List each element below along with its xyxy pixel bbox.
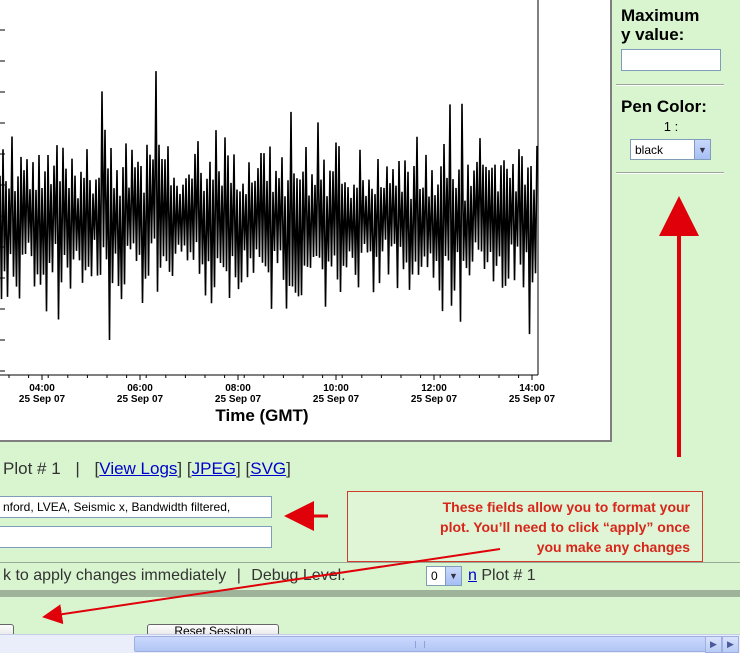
x-tick-date: 25 Sep 07 [411, 394, 458, 405]
x-axis-label: Time (GMT) [215, 406, 308, 425]
x-tick-date: 25 Sep 07 [509, 394, 556, 405]
view-logs-link[interactable]: View Logs [99, 459, 178, 478]
max-y-input[interactable] [621, 49, 721, 71]
svg-link[interactable]: SVG [250, 459, 287, 478]
x-tick-date: 25 Sep 07 [215, 394, 262, 405]
debug-level-select[interactable]: 0 ▼ [426, 566, 462, 586]
pen-color-select[interactable]: black ▼ [630, 139, 711, 160]
divider [616, 172, 724, 174]
series-line [0, 71, 538, 341]
pen-color-label: Pen Color: [621, 97, 707, 116]
plot-toolbar: Plot # 1 | [View Logs] [JPEG] [SVG] [3, 459, 291, 478]
scroll-right-icon[interactable]: ▶ [705, 636, 722, 653]
pen-color-value: black [635, 142, 664, 157]
x-tick-date: 25 Sep 07 [19, 394, 66, 405]
scrollbar-thumb[interactable] [134, 636, 706, 652]
plot-subtitle-input[interactable] [0, 526, 272, 548]
grip-icon [415, 641, 425, 648]
jpeg-link[interactable]: JPEG [191, 459, 237, 478]
format-side-panel: Maximum y value: Pen Color: 1 : black ▼ [612, 0, 740, 443]
n-link[interactable]: n [468, 567, 477, 584]
x-tick-label: 04:00 [29, 383, 55, 394]
debug-level-value: 0 [431, 569, 438, 583]
chevron-down-icon[interactable]: ▼ [694, 140, 710, 159]
apply-status-text: k to apply changes immediately | Debug L… [3, 567, 346, 584]
max-y-label: Maximum y value: [621, 6, 700, 44]
x-tick-label: 10:00 [323, 383, 349, 394]
series-trace [0, 71, 538, 341]
plot-title-input[interactable] [0, 496, 272, 518]
y-axis-ticks [0, 29, 5, 372]
plot-frame: 04:00 25 Sep 07 06:00 25 Sep 07 08:00 25 Sep … [0, 0, 612, 442]
debug-level-label: Debug Level: [251, 567, 346, 584]
x-tick-label: 12:00 [421, 383, 447, 394]
x-tick-label: 08:00 [225, 383, 251, 394]
x-tick-label: 14:00 [519, 383, 545, 394]
divider [616, 84, 724, 86]
x-tick-date: 25 Sep 07 [313, 394, 360, 405]
x-tick-date: 25 Sep 07 [117, 394, 164, 405]
x-tick-label: 06:00 [127, 383, 153, 394]
help-callout: These fields allow you to format your pl… [347, 491, 703, 562]
pen-index-label: 1 : [663, 119, 679, 134]
horizontal-scrollbar[interactable]: ▶ ▶ [0, 634, 740, 653]
scroll-right-end-icon[interactable]: ▶ [722, 636, 739, 653]
chevron-down-icon[interactable]: ▼ [445, 567, 461, 585]
status-plot-label: Plot # 1 [481, 567, 536, 584]
plot-label: Plot # 1 [3, 459, 61, 478]
